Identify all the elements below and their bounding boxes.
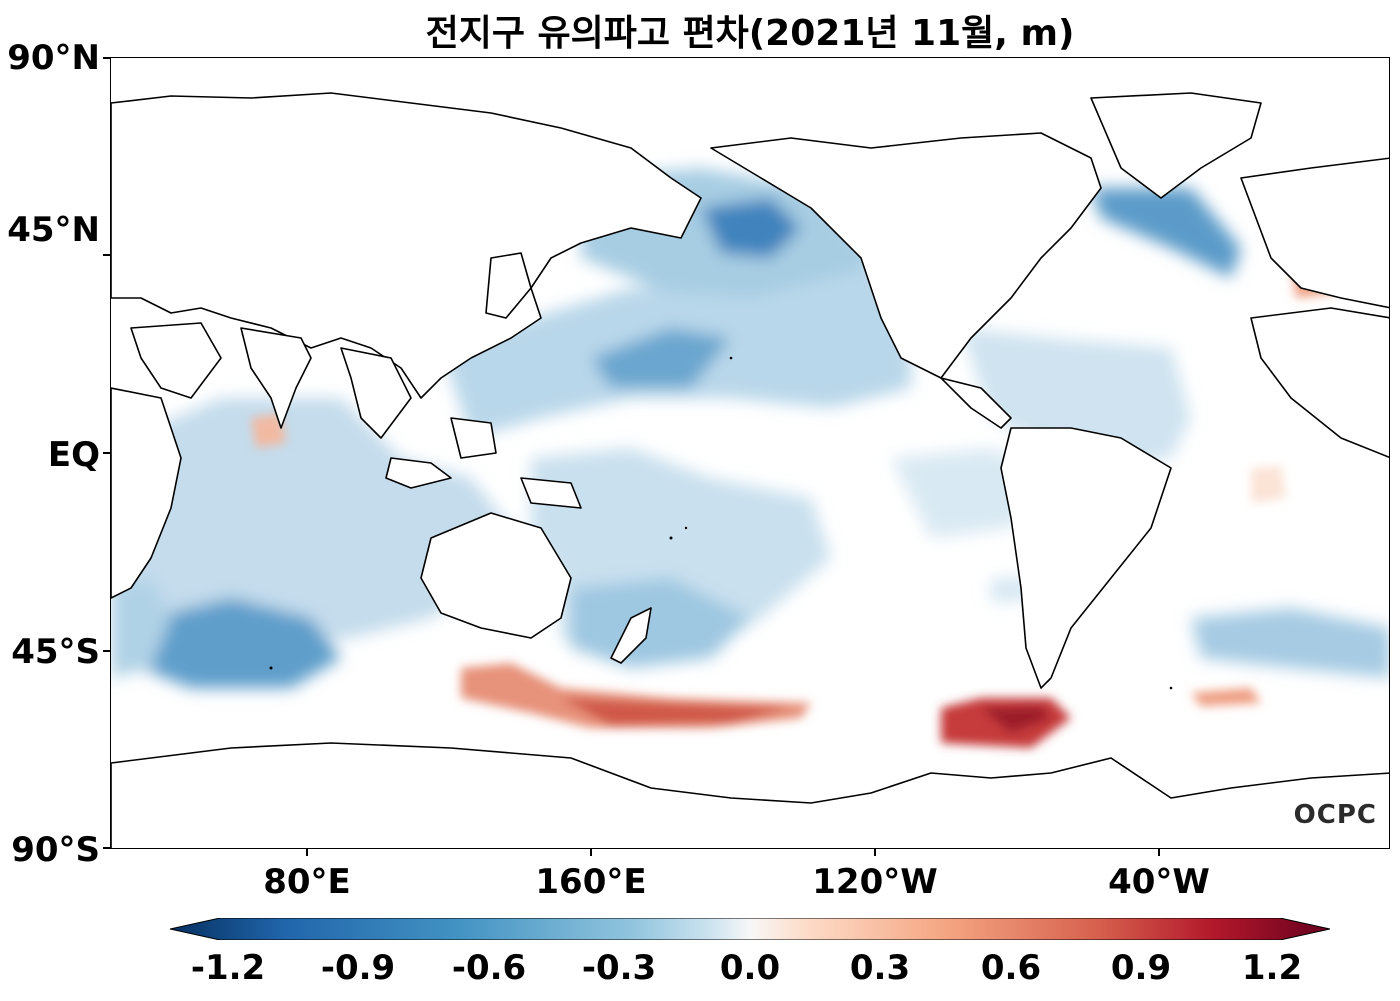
x-tick bbox=[1158, 849, 1160, 856]
islands bbox=[269, 356, 1173, 690]
y-label-eq: EQ bbox=[47, 435, 100, 475]
colorbar-label: -1.2 bbox=[190, 948, 266, 988]
land-australia bbox=[420, 512, 572, 639]
negative-anomaly-regions bbox=[111, 168, 1389, 688]
land-japan bbox=[485, 252, 532, 319]
x-label-80e: 80°E bbox=[263, 862, 351, 902]
land-west-europe bbox=[1240, 157, 1389, 309]
land-new-zealand bbox=[610, 607, 652, 664]
anomaly-map bbox=[111, 92, 1389, 848]
map-title: 전지구 유의파고 편차(2021년 11월, m) bbox=[425, 13, 1075, 54]
land-south-america bbox=[1000, 427, 1172, 689]
land-new-guinea bbox=[520, 477, 582, 509]
land-antarctica bbox=[111, 742, 1389, 848]
land-eurasia bbox=[111, 92, 702, 399]
land-india bbox=[240, 327, 312, 429]
x-tick bbox=[306, 849, 308, 856]
y-tick bbox=[103, 452, 110, 454]
y-label-90n: 90°N bbox=[7, 38, 100, 78]
x-label-120w: 120°W bbox=[812, 862, 938, 902]
ocpc-logo: OCPC bbox=[1293, 800, 1377, 830]
x-label-40w: 40°W bbox=[1108, 862, 1210, 902]
colorbar-label: -0.6 bbox=[451, 948, 527, 988]
colorbar-label: 0.0 bbox=[719, 948, 781, 988]
x-tick bbox=[874, 849, 876, 856]
colorbar-label: -0.9 bbox=[320, 948, 396, 988]
x-label-160e: 160°E bbox=[535, 862, 647, 902]
land-greenland bbox=[1090, 92, 1262, 199]
land-southeast-asia bbox=[340, 347, 412, 439]
y-tick bbox=[103, 57, 110, 59]
land-arabia bbox=[130, 322, 222, 399]
land-west-africa bbox=[1250, 307, 1389, 459]
land-north-america bbox=[710, 132, 1102, 379]
x-tick bbox=[590, 849, 592, 856]
y-tick bbox=[103, 254, 110, 256]
colorbar-label: 0.9 bbox=[1110, 948, 1172, 988]
y-tick bbox=[103, 847, 110, 849]
land-central-america bbox=[940, 377, 1012, 429]
map-panel: OCPC bbox=[110, 57, 1390, 849]
colorbar-gradient bbox=[169, 917, 1331, 941]
y-label-45s: 45°S bbox=[11, 632, 100, 672]
colorbar-label: 0.6 bbox=[980, 948, 1042, 988]
colorbar bbox=[169, 917, 1331, 941]
colorbar-label: -0.3 bbox=[581, 948, 657, 988]
land-indonesia bbox=[385, 457, 452, 489]
coastlines bbox=[111, 92, 1389, 848]
colorbar-label: 0.3 bbox=[849, 948, 911, 988]
colorbar-label: 1.2 bbox=[1241, 948, 1303, 988]
positive-anomaly-regions bbox=[251, 258, 1336, 748]
land-east-africa bbox=[111, 387, 182, 599]
land-borneo bbox=[450, 417, 497, 459]
y-label-45n: 45°N bbox=[7, 210, 100, 250]
y-tick bbox=[103, 650, 110, 652]
y-label-90s: 90°S bbox=[11, 830, 100, 870]
